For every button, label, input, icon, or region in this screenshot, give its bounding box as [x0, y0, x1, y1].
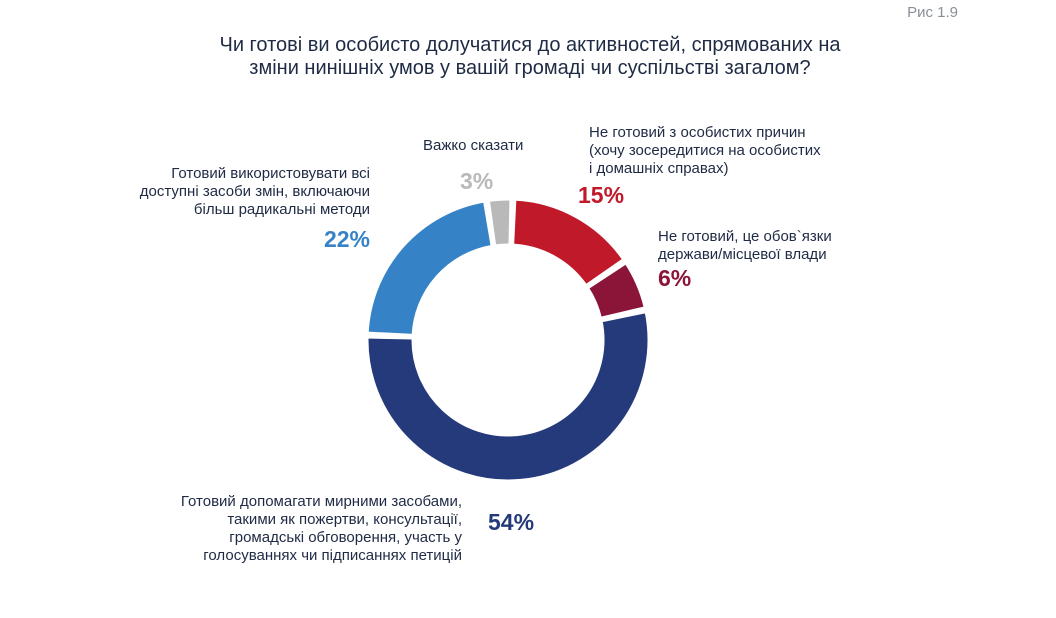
slice-value-peaceful: 54% — [488, 509, 535, 535]
slice-label-peaceful-line-1: Готовий допомагати мирними засобами, — [180, 493, 462, 510]
slice-label-state-line-1: Не готовий, це обов`язки — [658, 228, 832, 245]
slice-label-state: Не готовий, це обов`язки держави/місцево… — [658, 228, 832, 264]
slice-label-radical-line-2: доступні засоби змін, включаючи — [139, 183, 370, 200]
slice-label-radical-line-3: більш радикальні методи — [193, 201, 370, 218]
slice-value-personal: 15% — [578, 182, 625, 208]
chart-title: Чи готові ви особисто долучатися до акти… — [130, 34, 930, 80]
slice-label-unsure-line-1: Важко сказати — [423, 137, 524, 154]
donut-slice-state — [585, 261, 647, 320]
slice-label-peaceful-line-3: громадські обговорення, участь у — [229, 529, 462, 546]
slice-value-unsure: 3% — [460, 168, 494, 194]
slice-label-personal-line-2: (хочу зосередитися на особистих — [589, 142, 821, 159]
slice-label-radical-line-1: Готовий використовувати всі — [171, 165, 370, 182]
donut-slice-unsure — [486, 197, 513, 248]
donut-slice-peaceful — [365, 310, 651, 483]
slice-label-state-line-2: держави/місцевої влади — [658, 246, 827, 263]
donut-slice-radical — [365, 199, 494, 337]
slice-label-peaceful: Готовий допомагати мирними засобами, так… — [100, 493, 462, 565]
slice-label-peaceful-line-4: голосуваннях чи підписаннях петицій — [203, 547, 462, 564]
chart-title-line-1: Чи готові ви особисто долучатися до акти… — [219, 34, 841, 56]
slice-label-peaceful-line-2: такими як пожертви, консультації, — [227, 511, 462, 528]
slice-label-personal: Не готовий з особистих причин (хочу зосе… — [589, 124, 821, 178]
donut-slice-personal — [511, 197, 626, 288]
slice-label-unsure: Важко сказати — [423, 137, 523, 155]
slice-value-radical: 22% — [323, 226, 370, 252]
slice-value-state: 6% — [658, 265, 692, 291]
slice-label-personal-line-1: Не готовий з особистих причин — [589, 124, 806, 141]
chart-title-line-2: зміни нинішніх умов у вашій громаді чи с… — [249, 57, 811, 79]
slice-label-personal-line-3: і домашніх справах) — [589, 160, 729, 177]
slice-label-radical: Готовий використовувати всі доступні зас… — [80, 165, 370, 219]
figure-label: Рис 1.9 — [907, 4, 958, 21]
